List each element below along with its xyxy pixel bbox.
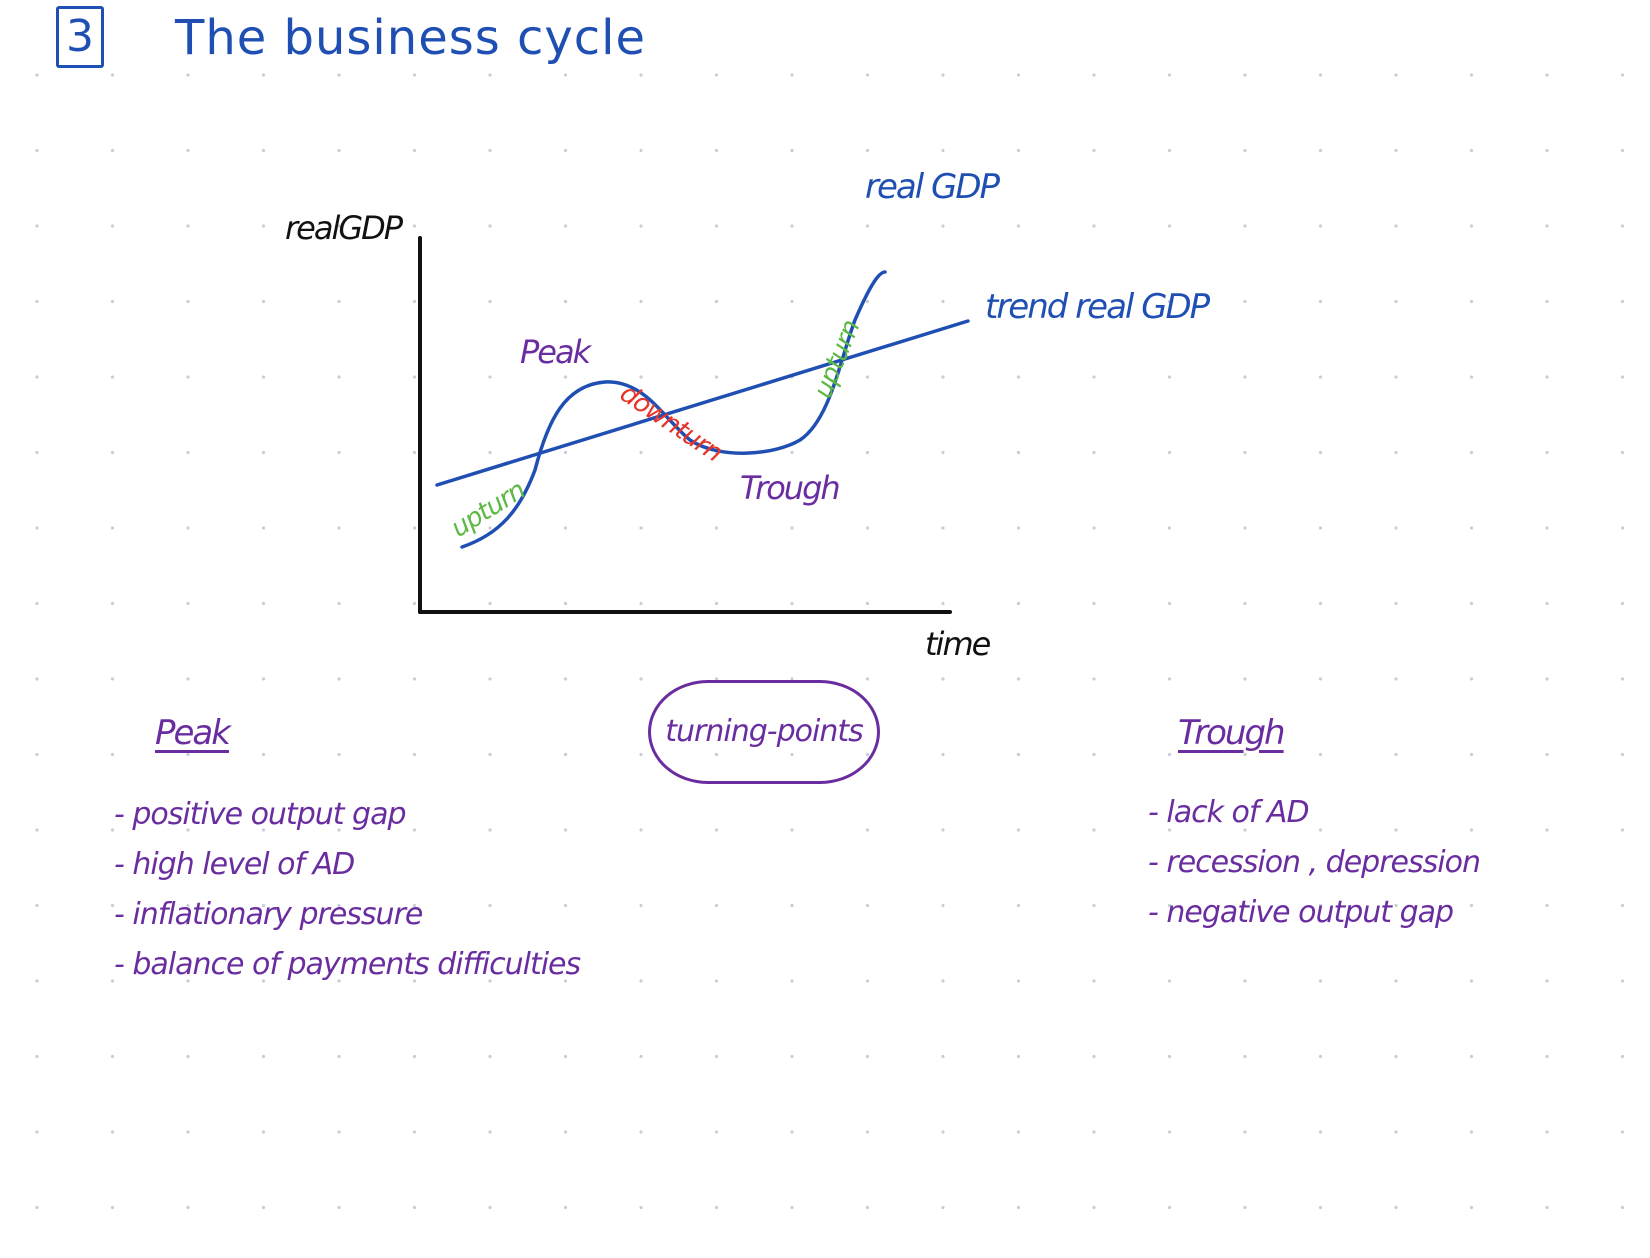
- page-title: The business cycle: [175, 10, 647, 66]
- real-gdp-curve: [460, 270, 887, 549]
- section-number: 3: [66, 11, 94, 62]
- peak-notes-list: - positive output gap - high level of AD -…: [114, 790, 581, 990]
- trough-label: Trough: [740, 469, 841, 507]
- note-item: - high level of AD: [114, 847, 355, 882]
- trend-line-label: trend real GDP: [985, 287, 1210, 327]
- note-item: - recession , depression: [1148, 845, 1481, 880]
- real-gdp-curve-label: real GDP: [865, 167, 1000, 207]
- turning-points-label: turning-points: [665, 714, 863, 749]
- turning-points-bubble: turning-points: [648, 680, 880, 784]
- note-item: - balance of payments difficulties: [114, 947, 581, 982]
- trough-notes-list: - lack of AD - recession , depression - ne…: [1148, 788, 1481, 938]
- peak-label: Peak: [520, 333, 591, 371]
- trough-notes-heading: Trough: [1178, 713, 1286, 753]
- section-number-box: 3: [56, 6, 104, 68]
- note-item: - lack of AD: [1148, 795, 1310, 830]
- note-item: - negative output gap: [1148, 895, 1454, 930]
- note-item: - inflationary pressure: [114, 897, 423, 932]
- note-item: - positive output gap: [114, 797, 407, 832]
- x-axis-label: time: [925, 625, 991, 663]
- peak-notes-heading: Peak: [155, 713, 231, 753]
- trend-line: [435, 319, 970, 487]
- y-axis-label: realGDP: [285, 209, 403, 247]
